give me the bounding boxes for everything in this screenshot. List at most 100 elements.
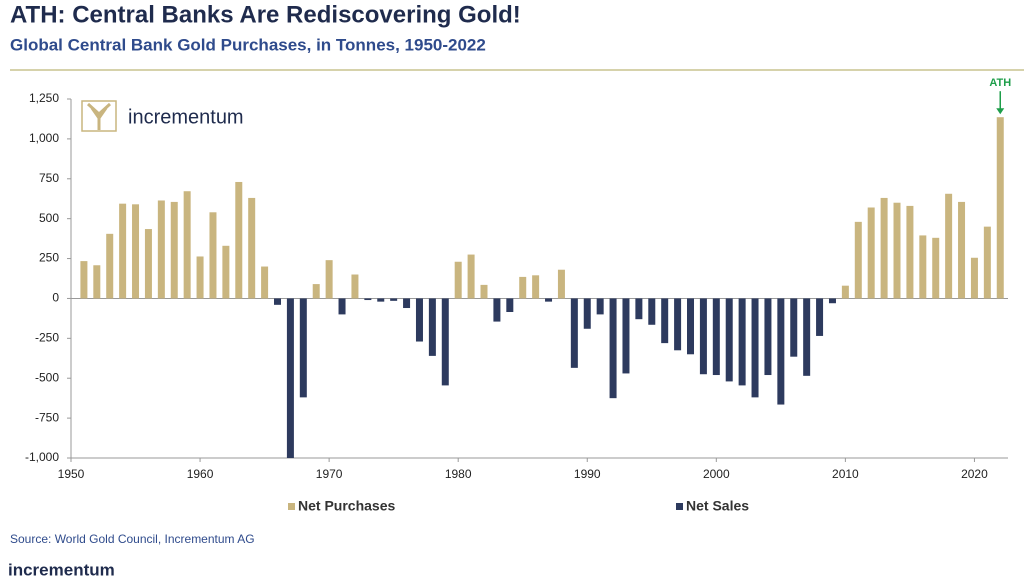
x-tick-label: 1960 bbox=[187, 467, 214, 481]
bar bbox=[893, 202, 901, 299]
chart-subtitle: Global Central Bank Gold Purchases, in T… bbox=[10, 35, 486, 54]
bar bbox=[390, 298, 398, 301]
y-tick-label: 750 bbox=[39, 171, 59, 185]
bar bbox=[80, 261, 88, 299]
source: Source: World Gold Council, Incrementum … bbox=[10, 532, 255, 546]
bar bbox=[570, 298, 578, 368]
bar bbox=[816, 298, 824, 336]
bar bbox=[506, 298, 514, 313]
y-tick-label: -1,000 bbox=[25, 450, 59, 464]
bar bbox=[880, 197, 888, 299]
bar bbox=[687, 298, 695, 355]
bar bbox=[222, 245, 230, 299]
bar bbox=[841, 285, 849, 299]
bar bbox=[261, 266, 269, 299]
y-tick-label: -250 bbox=[35, 331, 59, 345]
bar bbox=[519, 276, 527, 299]
bar bbox=[932, 237, 940, 299]
bar bbox=[699, 298, 707, 375]
bar bbox=[596, 298, 604, 315]
bar bbox=[274, 298, 282, 305]
bar bbox=[480, 284, 488, 299]
bar bbox=[351, 274, 359, 299]
bar bbox=[635, 298, 643, 320]
bar bbox=[132, 204, 140, 299]
bar bbox=[454, 261, 462, 299]
y-tick-label: -500 bbox=[35, 370, 59, 384]
bar bbox=[674, 298, 682, 351]
legend-label: Net Sales bbox=[686, 498, 749, 514]
bar bbox=[996, 117, 1004, 299]
bar bbox=[790, 298, 798, 357]
bar bbox=[170, 201, 178, 299]
chart-title: ATH: Central Banks Are Rediscovering Gol… bbox=[10, 1, 521, 28]
bar bbox=[119, 203, 127, 299]
bar bbox=[312, 284, 320, 299]
bar bbox=[338, 298, 346, 315]
bar bbox=[157, 200, 165, 299]
bar bbox=[609, 298, 617, 399]
bar bbox=[906, 205, 914, 299]
bar bbox=[764, 298, 772, 376]
bar bbox=[661, 298, 669, 344]
x-tick-label: 1980 bbox=[445, 467, 472, 481]
bar bbox=[945, 193, 953, 299]
bar bbox=[493, 298, 501, 322]
bar bbox=[299, 298, 307, 398]
bar bbox=[583, 298, 591, 329]
bar bbox=[286, 298, 294, 458]
bar bbox=[325, 260, 333, 299]
y-tick-label: 1,250 bbox=[29, 91, 59, 105]
y-tick-label: 250 bbox=[39, 251, 59, 265]
footer-brand: incrementum bbox=[8, 560, 115, 579]
bar bbox=[235, 181, 243, 299]
annotation: ATH bbox=[989, 77, 1011, 89]
bar bbox=[970, 257, 978, 299]
bar bbox=[983, 226, 991, 299]
legend-label: Net Purchases bbox=[298, 498, 395, 514]
bar bbox=[803, 298, 811, 376]
bar bbox=[777, 298, 785, 405]
bar bbox=[532, 275, 540, 299]
bar bbox=[209, 212, 217, 299]
y-tick-label: 0 bbox=[52, 291, 59, 305]
bar bbox=[441, 298, 449, 386]
bar bbox=[958, 201, 966, 299]
x-tick-label: 1990 bbox=[574, 467, 601, 481]
bar bbox=[248, 197, 256, 299]
bar bbox=[467, 254, 475, 299]
y-tick-label: -750 bbox=[35, 410, 59, 424]
bar bbox=[867, 207, 875, 299]
bar bbox=[196, 256, 204, 299]
bar bbox=[738, 298, 746, 386]
bar bbox=[403, 298, 411, 309]
legend-swatch bbox=[676, 503, 683, 510]
logo-text: incrementum bbox=[128, 106, 244, 128]
bar bbox=[183, 191, 191, 299]
x-tick-label: 2010 bbox=[832, 467, 859, 481]
bar bbox=[93, 265, 101, 299]
legend-swatch bbox=[288, 503, 295, 510]
bar bbox=[622, 298, 630, 374]
bar bbox=[428, 298, 436, 356]
bar bbox=[919, 235, 927, 299]
bar bbox=[377, 298, 385, 302]
bar bbox=[828, 298, 836, 304]
bar bbox=[854, 221, 862, 299]
bar bbox=[751, 298, 759, 398]
x-tick-label: 2000 bbox=[703, 467, 730, 481]
y-tick-label: 1,000 bbox=[29, 131, 59, 145]
bar bbox=[557, 269, 565, 299]
bar bbox=[712, 298, 720, 376]
bar bbox=[725, 298, 733, 382]
bar bbox=[415, 298, 423, 342]
bar bbox=[144, 229, 152, 299]
x-tick-label: 1950 bbox=[58, 467, 85, 481]
logo-icon bbox=[81, 100, 117, 132]
x-tick-label: 2020 bbox=[961, 467, 988, 481]
bar bbox=[648, 298, 656, 325]
bar bbox=[545, 298, 553, 302]
bar bbox=[106, 233, 114, 299]
